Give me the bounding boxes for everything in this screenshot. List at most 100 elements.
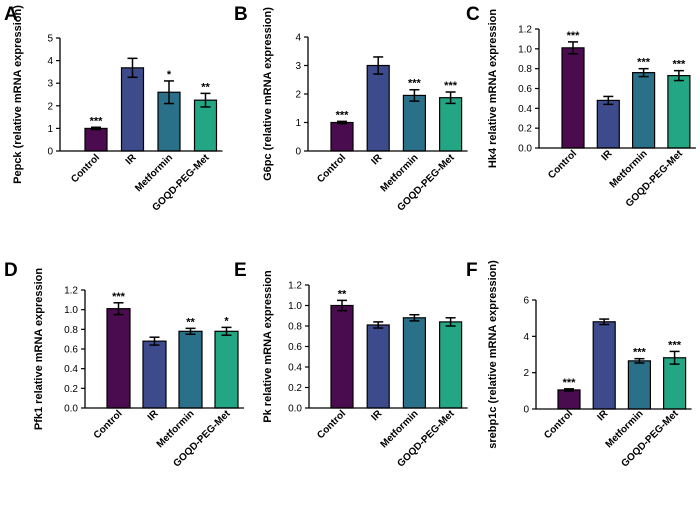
bar-control — [106, 308, 131, 409]
category-label: IR — [124, 152, 139, 167]
y-tick-label: 1 — [295, 118, 301, 129]
y-tick-label: 1.2 — [64, 286, 78, 297]
bar-goqd-peg-met — [439, 97, 463, 152]
bar-goqd-peg-met — [439, 321, 463, 409]
y-tick-label: 0.4 — [288, 363, 302, 374]
y-tick-label: 2 — [523, 368, 529, 379]
category-label: IR — [595, 408, 610, 423]
bar-control — [330, 304, 354, 409]
y-tick-label: 5 — [47, 34, 53, 45]
category-label: Control — [546, 148, 579, 181]
significance-label: *** — [633, 347, 647, 359]
bar-control — [561, 47, 585, 149]
y-tick-label: 1.2 — [288, 281, 302, 292]
bar-ir — [142, 340, 167, 409]
bar-ir — [592, 321, 616, 410]
category-label: IR — [369, 152, 384, 167]
significance-label: ** — [186, 316, 195, 328]
y-tick-label: 0.4 — [518, 104, 532, 115]
y-tick-label: 2 — [47, 101, 53, 112]
y-tick-label: 4 — [523, 332, 529, 343]
y-axis-label: Hk4 relative mRNA expression — [487, 9, 499, 168]
y-tick-label: 0.6 — [288, 342, 302, 353]
bar-goqd-peg-met — [667, 75, 691, 149]
bar-goqd-peg-met — [193, 99, 218, 152]
category-label: IR — [369, 408, 384, 423]
significance-label: *** — [563, 377, 577, 389]
y-tick-label: 1 — [47, 124, 53, 135]
category-label: Control — [92, 408, 125, 441]
significance-label: ** — [201, 81, 210, 93]
bar-goqd-peg-met — [214, 330, 239, 409]
category-label: IR — [146, 408, 161, 423]
y-tick-label: 0.2 — [288, 383, 302, 394]
y-tick-label: 0.0 — [518, 144, 532, 155]
y-tick-label: 1.0 — [64, 305, 78, 316]
y-tick-label: 1.0 — [518, 44, 532, 55]
bar-ir — [366, 64, 390, 152]
significance-label: ** — [338, 288, 347, 300]
y-tick-label: 3 — [295, 61, 301, 72]
y-tick-label: 0 — [523, 405, 529, 416]
y-axis-label: srebp1c (relative mRNA expression) — [487, 260, 499, 449]
category-label: Control — [69, 152, 102, 185]
significance-label: *** — [444, 80, 458, 92]
panel-e: E0.00.20.40.60.81.01.2**Control IRMetform… — [234, 260, 468, 470]
y-tick-label: 6 — [523, 296, 529, 307]
bar-control — [330, 121, 354, 152]
bar-metformin — [178, 330, 203, 409]
bar-metformin — [627, 360, 652, 410]
y-tick-label: 0.2 — [64, 384, 78, 395]
y-tick-label: 0.0 — [64, 404, 78, 415]
bar-ir — [120, 67, 145, 152]
bar-metformin — [402, 94, 426, 152]
significance-label: *** — [90, 115, 104, 127]
y-axis-label: Pfk1 relative mRNA expression — [33, 268, 45, 430]
y-tick-label: 1.2 — [518, 25, 532, 36]
category-label: Control — [315, 152, 348, 185]
y-tick-label: 0.6 — [518, 84, 532, 95]
y-axis-label: Pepck (relative mRNA expression) — [12, 5, 24, 184]
panel-letter: B — [234, 4, 248, 25]
significance-label: *** — [637, 57, 651, 69]
significance-label: * — [224, 315, 229, 327]
significance-label: *** — [336, 109, 350, 121]
y-tick-label: 2 — [295, 90, 301, 101]
panel-letter: A — [4, 4, 18, 25]
significance-label: *** — [567, 30, 581, 42]
category-label: IR — [600, 148, 615, 163]
bar-metformin — [631, 72, 656, 149]
y-tick-label: 0.2 — [518, 124, 532, 135]
y-tick-label: 4 — [295, 33, 301, 44]
significance-label: *** — [408, 78, 422, 90]
y-tick-label: 0.0 — [288, 404, 302, 415]
y-axis-label: G6pc (relative mRNA expression) — [262, 7, 274, 181]
y-tick-label: 0.8 — [518, 64, 532, 75]
bar-metformin — [402, 317, 426, 409]
y-tick-label: 0.4 — [64, 364, 78, 375]
panel-d: D0.00.20.40.60.81.01.2 ***Control IR**Metf… — [4, 260, 244, 470]
bar-ir — [596, 99, 620, 149]
bar-control — [84, 127, 108, 152]
bar-ir — [366, 324, 390, 409]
y-tick-label: 1.0 — [288, 301, 302, 312]
bar-goqd-peg-met — [662, 357, 687, 410]
y-tick-label: 0 — [47, 147, 53, 158]
significance-label: *** — [112, 291, 126, 303]
panel-letter: F — [466, 260, 478, 281]
y-tick-label: 0.6 — [64, 345, 78, 356]
significance-label: *** — [672, 59, 686, 71]
panel-c: C0.00.20.40.60.81.01.2 ***Control IR***Met… — [466, 4, 696, 210]
panel-letter: D — [4, 260, 18, 281]
y-tick-label: 0.8 — [288, 322, 302, 333]
significance-label: *** — [668, 339, 682, 351]
panel-letter: C — [466, 4, 480, 25]
y-tick-label: 3 — [47, 79, 53, 90]
y-axis-label: Pk relative mRNA expression — [262, 270, 274, 423]
y-tick-label: 0.8 — [64, 325, 78, 336]
significance-label: * — [167, 69, 172, 81]
